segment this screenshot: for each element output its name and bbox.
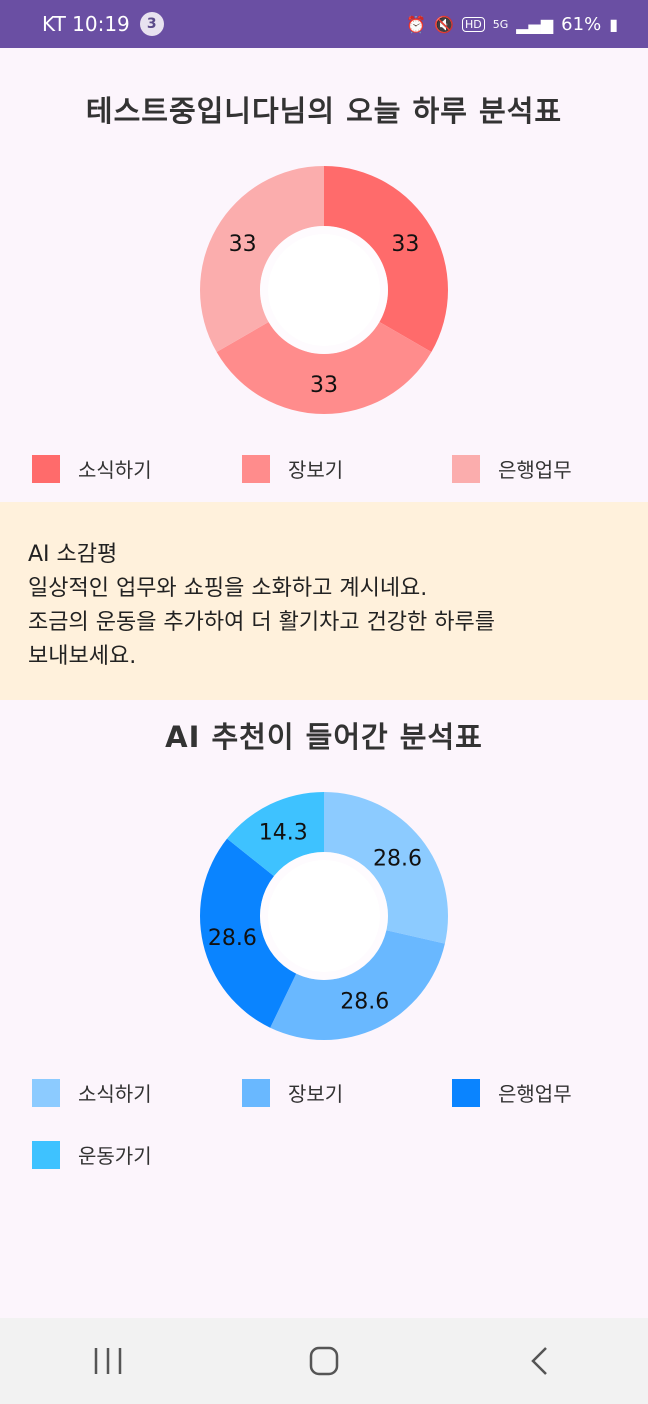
5g-icon: 5G (492, 17, 509, 31)
legend-swatch (242, 1078, 270, 1107)
donut-slice (200, 166, 324, 352)
legend-item: 은행업무 (452, 454, 572, 483)
legend-label: 장보기 (288, 458, 344, 482)
legend-label: 은행업무 (498, 458, 572, 482)
legend-swatch (32, 454, 60, 483)
donut-slice (200, 838, 297, 1028)
legend-swatch (32, 1078, 60, 1107)
carrier-time: KT 10:19 (42, 12, 130, 36)
legend-label: 운동가기 (78, 1144, 152, 1168)
slice-value-label: 33 (391, 232, 419, 257)
chart1-donut: 33 33 33 (200, 166, 448, 414)
legend-item: 소식하기 (32, 1078, 152, 1107)
slice-value-label: 28.6 (373, 846, 422, 871)
home-icon (309, 1346, 339, 1376)
mute-icon: 🔇 (434, 14, 454, 34)
legend-item: 장보기 (242, 1078, 343, 1107)
ai-review-box: AI 소감평 일상적인 업무와 쇼핑을 소화하고 계시네요. 조금의 운동을 추… (0, 502, 648, 700)
donut-hole (268, 860, 380, 972)
donut-slice (324, 166, 448, 352)
slice-value-label: 14.3 (259, 820, 308, 845)
legend-label: 소식하기 (78, 1082, 152, 1106)
back-button[interactable] (510, 1331, 570, 1391)
notification-count-badge: 3 (139, 12, 164, 36)
legend-swatch (452, 1078, 480, 1107)
chart1-title: 테스트중입니다님의 오늘 하루 분석표 (85, 94, 563, 128)
legend-item: 은행업무 (452, 1078, 572, 1107)
donut-hole (268, 234, 380, 346)
slice-value-label: 33 (310, 373, 338, 398)
recent-apps-icon (94, 1348, 122, 1374)
donut-slice (270, 930, 445, 1040)
legend-label: 은행업무 (498, 1082, 572, 1106)
legend-swatch (242, 454, 270, 483)
signal-icon: ▂▄▆ (516, 14, 554, 34)
slice-value-label: 28.6 (340, 990, 389, 1015)
donut-slice (216, 322, 432, 414)
slice-value-label: 33 (229, 232, 257, 257)
system-nav-bar (0, 1318, 648, 1404)
ai-review-line: 일상적인 업무와 쇼핑을 소화하고 계시네요. (28, 576, 428, 601)
ai-review-line: 보내보세요. (28, 644, 137, 669)
status-bar: KT 10:19 3 ⏰ 🔇 HD 5G ▂▄▆ 61% ▮ (0, 0, 648, 48)
alarm-icon: ⏰ (406, 14, 427, 34)
hd-icon: HD (461, 16, 485, 32)
legend-swatch (452, 454, 480, 483)
chart2-donut: 28.6 28.6 28.6 14.3 (200, 792, 448, 1040)
legend-label: 장보기 (288, 1082, 344, 1106)
chart1-legend: 소식하기 장보기 은행업무 (0, 438, 648, 498)
legend-item: 소식하기 (32, 454, 152, 483)
chart2-legend: 소식하기 장보기 은행업무 운동가기 (0, 1062, 648, 1182)
legend-swatch (32, 1140, 60, 1169)
ai-review-heading: AI 소감평 (28, 542, 118, 567)
legend-item: 장보기 (242, 454, 343, 483)
back-icon (531, 1347, 547, 1375)
chart2-title: AI 추천이 들어간 분석표 (165, 720, 483, 754)
ai-review-line: 조금의 운동을 추가하여 더 활기차고 건강한 하루를 (28, 610, 496, 635)
legend-item: 운동가기 (32, 1140, 152, 1169)
slice-value-label: 28.6 (208, 926, 257, 951)
recent-apps-button[interactable] (78, 1331, 138, 1391)
home-button[interactable] (294, 1331, 354, 1391)
legend-label: 소식하기 (78, 458, 152, 482)
donut-slice (324, 792, 448, 944)
battery-percent: 61% (561, 13, 602, 35)
donut-slice (227, 792, 324, 877)
battery-icon: ▮ (609, 14, 618, 34)
